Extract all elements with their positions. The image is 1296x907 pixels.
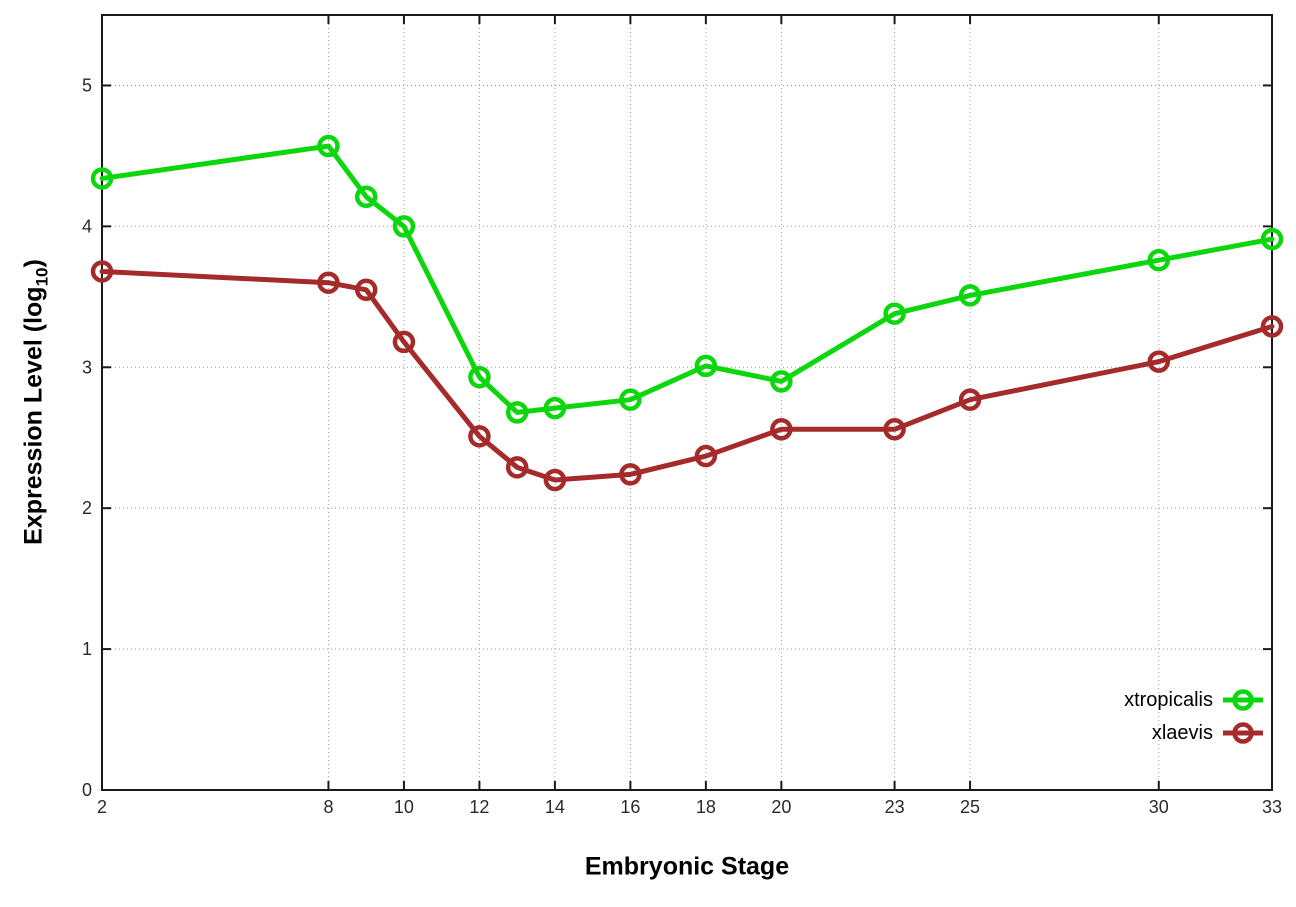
- data-point-xtropicalis-stage-33: [1260, 227, 1284, 251]
- data-point-xlaevis-stage-18: [694, 444, 718, 468]
- y-tick-label: 2: [82, 498, 92, 518]
- x-tick-label: 18: [696, 797, 716, 817]
- y-axis-title: Expression Level (log10): [20, 259, 53, 545]
- data-point-xlaevis-stage-33: [1260, 315, 1284, 338]
- legend: xtropicalis xlaevis: [1124, 687, 1264, 746]
- x-axis-title: Embryonic Stage: [584, 852, 790, 881]
- data-point-xtropicalis-stage-9: [354, 185, 378, 209]
- xtropicalis-line-marker-icon: [1223, 689, 1263, 711]
- data-point-xlaevis-stage-12: [468, 425, 491, 448]
- y-tick-label: 4: [82, 216, 92, 236]
- data-point-xlaevis-stage-13: [505, 456, 529, 479]
- data-point-xtropicalis-stage-10: [392, 215, 416, 238]
- x-tick-label: 23: [885, 797, 905, 817]
- data-point-xtropicalis-stage-20: [770, 370, 793, 393]
- data-point-xlaevis-stage-14: [543, 468, 567, 492]
- data-point-xlaevis-stage-20: [770, 418, 793, 441]
- data-point-xlaevis-stage-30: [1147, 350, 1171, 373]
- data-point-xlaevis-stage-16: [619, 463, 642, 486]
- x-tick-label: 14: [545, 797, 565, 817]
- legend-label-xtropicalis: xtropicalis: [1124, 688, 1213, 711]
- data-point-xlaevis-stage-9: [354, 278, 378, 302]
- plot-border: [101, 14, 1273, 791]
- legend-item-xlaevis: xlaevis: [1124, 720, 1264, 746]
- y-tick-label: 1: [82, 639, 92, 659]
- data-point-xtropicalis-stage-16: [619, 388, 642, 411]
- y-axis-title-subscript: 10: [32, 267, 52, 287]
- x-tick-label: 12: [469, 797, 489, 817]
- y-tick-label: 5: [82, 75, 92, 95]
- data-point-xtropicalis-stage-14: [543, 396, 567, 420]
- x-tick-label: 25: [960, 797, 980, 817]
- x-tick-label: 10: [394, 797, 414, 817]
- data-point-xtropicalis-stage-23: [883, 302, 906, 325]
- x-tick-label: 16: [620, 797, 640, 817]
- data-point-xtropicalis-stage-12: [468, 365, 491, 389]
- y-tick-label: 0: [82, 780, 92, 800]
- legend-label-xlaevis: xlaevis: [1151, 721, 1213, 744]
- y-axis-title-text: Expression Level (log: [19, 286, 48, 545]
- data-point-xtropicalis-stage-8: [317, 134, 340, 158]
- x-tick-label: 33: [1262, 797, 1282, 817]
- legend-item-xtropicalis: xtropicalis: [1124, 687, 1264, 713]
- data-point-xlaevis-stage-23: [883, 418, 906, 441]
- data-point-xtropicalis-stage-13: [505, 401, 529, 424]
- data-point-xlaevis-stage-8: [317, 271, 340, 294]
- x-tick-label: 20: [771, 797, 791, 817]
- data-point-xtropicalis-stage-25: [958, 284, 982, 307]
- data-point-xlaevis-stage-25: [958, 388, 982, 411]
- data-point-xtropicalis-stage-30: [1147, 248, 1171, 272]
- x-tick-label: 30: [1149, 797, 1169, 817]
- y-tick-label: 3: [82, 357, 92, 377]
- x-tick-label: 8: [323, 797, 333, 817]
- data-point-xlaevis-stage-2: [90, 260, 114, 283]
- x-tick-label: 2: [97, 797, 107, 817]
- data-point-xlaevis-stage-10: [392, 330, 416, 354]
- data-point-xtropicalis-stage-18: [694, 354, 718, 378]
- data-point-xtropicalis-stage-2: [90, 167, 114, 190]
- xlaevis-line-marker-icon: [1223, 722, 1263, 744]
- y-axis-title-suffix: ): [19, 259, 48, 268]
